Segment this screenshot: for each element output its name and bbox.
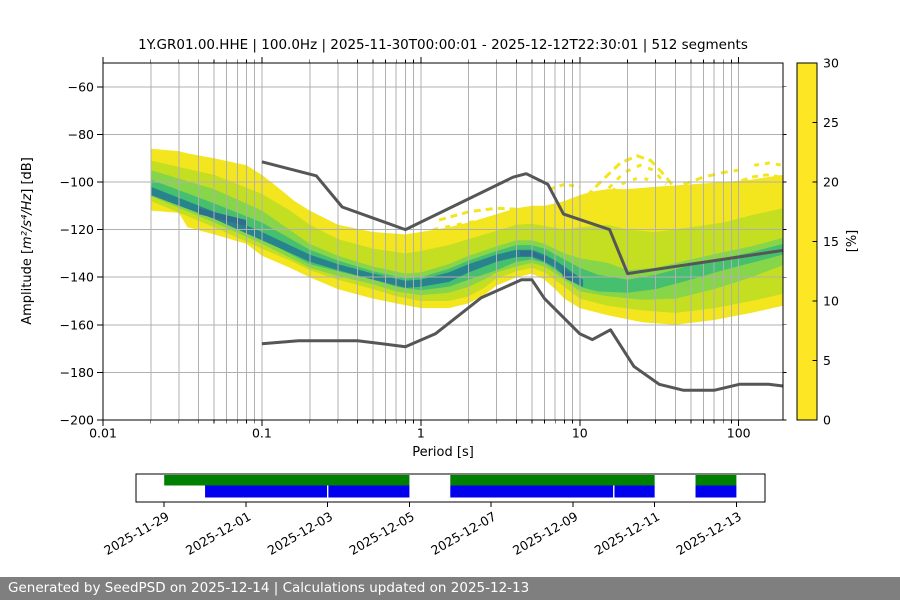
footer-text: Generated by SeedPSD on 2025-12-14 | Cal…: [8, 580, 530, 596]
timeline-date-label: 2025-12-03: [265, 509, 335, 558]
colorbar-tick-label: 5: [823, 353, 831, 368]
outlier-streak: [433, 216, 525, 232]
y-tick-label: −100: [60, 175, 94, 190]
colorbar-gradient: [797, 63, 817, 420]
timeline-date-label: 2025-12-13: [673, 509, 743, 558]
availability-segment: [450, 475, 655, 486]
outlier-streak: [585, 154, 677, 198]
x-tick-label: 100: [727, 426, 751, 441]
y-tick-label: −180: [60, 365, 94, 380]
timeline-date-label: 2025-12-01: [183, 509, 253, 558]
colorbar-tick-label: 10: [823, 294, 839, 309]
ppsd-plot: 0.01 0.1 1 10 100−60−80−100−120−140−160−180−…: [20, 37, 860, 558]
outlier-streak: [438, 206, 539, 222]
timeline-bar: 2025-11-29 2025-12-01 2025-12-03 2025-12-05…: [101, 473, 766, 558]
colorbar-tick-label: 0: [823, 413, 831, 428]
ppsd-density-cloud: [150, 148, 783, 325]
y-tick-label: −120: [60, 222, 94, 237]
coverage-segment: [695, 485, 737, 498]
coverage-segment: [450, 485, 655, 498]
colorbar-tick-label: 30: [823, 56, 839, 71]
timeline-date-label: 2025-12-09: [510, 509, 580, 558]
y-tick-label: −200: [60, 413, 94, 428]
colorbar-tick-label: 15: [823, 234, 839, 249]
x-tick-label: 10: [572, 426, 588, 441]
y-tick-label: −60: [68, 79, 94, 94]
colorbar-label: [%]: [845, 230, 860, 253]
grid-lines: [103, 63, 783, 420]
ppsd-outlier-streaks: [385, 154, 783, 245]
x-tick-label: 0.1: [252, 426, 272, 441]
y-tick-label: −160: [60, 317, 94, 332]
colorbar-tick-label: 20: [823, 175, 839, 190]
density-layer: [150, 186, 584, 288]
availability-segment: [164, 475, 410, 486]
density-core-spot: [198, 208, 247, 226]
x-axis-label: Period [s]: [412, 445, 474, 460]
outlier-streak: [602, 175, 657, 200]
coverage-segment: [205, 485, 410, 498]
timeline-date-label: 2025-12-07: [428, 509, 498, 558]
colorbar-tick-label: 25: [823, 115, 839, 130]
footer-status-bar: Generated by SeedPSD on 2025-12-14 | Cal…: [0, 577, 900, 600]
axes-frame: 0.01 0.1 1 10 100 −60 −80 −100 −120 −140 −160 −180 −…: [60, 57, 787, 441]
timeline-date-label: 2025-11-29: [101, 509, 171, 558]
noise-model-high: [261, 160, 783, 276]
outlier-streak: [683, 168, 739, 186]
x-tick-label: 1: [417, 426, 425, 441]
density-core-spot: [562, 268, 573, 282]
y-tick-label: −140: [60, 270, 94, 285]
plot-border: [102, 62, 784, 421]
colorbar: 0 5 10 15 20 25 30: [796, 56, 839, 428]
plot-title: 1Y.GR01.00.HHE | 100.0Hz | 2025-11-30T00…: [138, 37, 748, 53]
y-axis-label: Amplitude [m²/s⁴/Hz] [dB]: [20, 157, 35, 325]
y-tick-label: −80: [68, 127, 94, 142]
timeline-date-label: 2025-12-11: [592, 509, 662, 558]
x-tick-label: 0.01: [89, 426, 117, 441]
outlier-streak: [753, 161, 783, 167]
availability-segment: [695, 475, 737, 486]
outlier-streak: [730, 173, 782, 186]
peterson-noise-models: [261, 160, 783, 392]
timeline-date-label: 2025-12-05: [347, 509, 417, 558]
outlier-streak: [549, 182, 581, 191]
noise-model-low: [261, 278, 783, 392]
